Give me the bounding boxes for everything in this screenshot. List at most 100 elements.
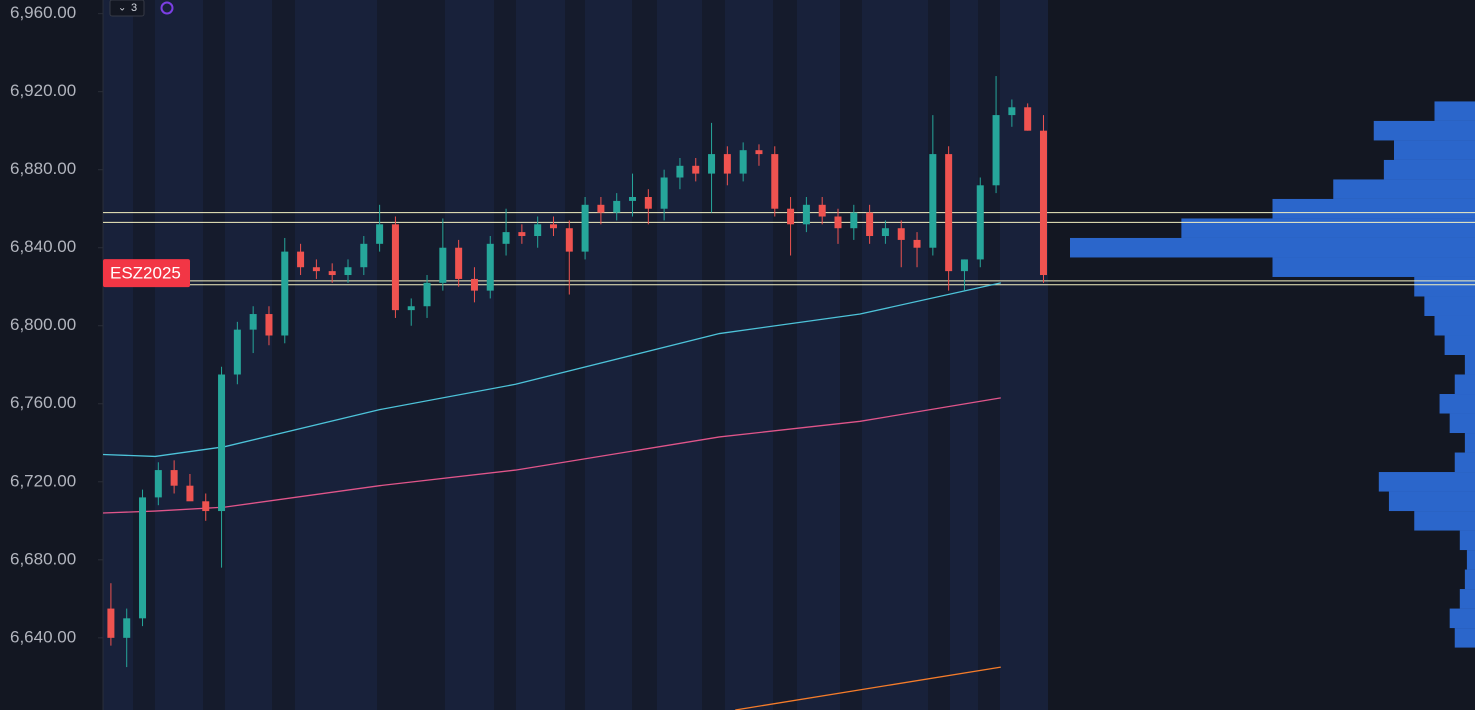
- candle-body: [897, 228, 905, 240]
- session-band: [725, 0, 773, 710]
- session-band: [950, 0, 978, 710]
- y-tick-label: 6,920.00: [10, 81, 76, 100]
- profile-bar: [1444, 335, 1475, 355]
- profile-bar: [1439, 394, 1475, 414]
- session-band: [295, 0, 377, 710]
- profile-bar: [1373, 120, 1475, 141]
- symbol-label-bg: [103, 259, 190, 288]
- candle-body: [249, 314, 257, 330]
- profile-bar: [1434, 315, 1475, 336]
- session-band: [225, 0, 272, 710]
- candle-body: [581, 204, 589, 252]
- moving-average: [102, 397, 1001, 514]
- candle-body: [376, 224, 384, 244]
- y-tick-label: 6,960.00: [10, 3, 76, 22]
- candle-body: [360, 243, 368, 268]
- candle-body: [297, 251, 305, 268]
- candle-body: [850, 212, 858, 229]
- candle-body: [218, 374, 226, 512]
- candle-body: [423, 282, 431, 307]
- candle-body: [407, 306, 415, 311]
- session-band: [103, 0, 133, 710]
- candle-body: [960, 259, 968, 272]
- profile-bar: [1414, 276, 1475, 297]
- session-band: [657, 0, 702, 710]
- candle-body: [739, 150, 747, 174]
- y-tick-label: 6,840.00: [10, 237, 76, 256]
- sync-icon[interactable]: [160, 1, 174, 15]
- candle-body: [139, 497, 147, 619]
- profile-bar: [1466, 550, 1475, 570]
- profile-bar: [1383, 159, 1475, 180]
- y-tick-label: 6,680.00: [10, 549, 76, 568]
- candle-body: [976, 185, 984, 260]
- session-bands: [103, 0, 1048, 710]
- profile-bar: [1459, 530, 1475, 551]
- candle-body: [123, 618, 131, 638]
- candle-body: [1039, 130, 1047, 276]
- candle-body: [834, 216, 842, 229]
- profile-bar: [1070, 237, 1475, 258]
- candle-body: [613, 200, 621, 213]
- badge-count: 3: [131, 2, 137, 14]
- candle-body: [945, 154, 953, 272]
- profile-bar: [1414, 511, 1475, 531]
- profile-bar: [1434, 101, 1475, 121]
- profile-bar: [1424, 296, 1475, 316]
- candle-body: [929, 154, 937, 248]
- profile-bar: [1378, 472, 1475, 492]
- candle-body: [629, 197, 637, 201]
- session-band: [516, 0, 565, 710]
- profile-bar: [1272, 257, 1475, 277]
- candle-body: [344, 267, 352, 276]
- profile-bar: [1464, 569, 1475, 590]
- symbol-label: ESZ2025: [110, 264, 181, 283]
- session-band: [1000, 0, 1048, 710]
- candle-body: [107, 608, 115, 638]
- candle-body: [233, 329, 241, 375]
- profile-bar: [1454, 628, 1475, 648]
- badge-chevron: ⌄: [118, 3, 126, 14]
- candle-body: [723, 154, 731, 174]
- candle-body: [439, 247, 447, 283]
- session-band: [155, 0, 203, 710]
- candle-body: [486, 243, 494, 291]
- profile-bar: [1454, 374, 1475, 395]
- candle-body: [913, 239, 921, 248]
- candle-body: [549, 224, 557, 229]
- profile-bar: [1454, 452, 1475, 473]
- candle-body: [1008, 107, 1016, 116]
- candle-body: [660, 177, 668, 209]
- profile-bar: [1272, 198, 1475, 219]
- y-tick-label: 6,720.00: [10, 471, 76, 490]
- candle-body: [802, 204, 810, 225]
- candle-body: [312, 267, 320, 272]
- candle-body: [787, 208, 795, 225]
- session-band: [585, 0, 632, 710]
- y-tick-label: 6,760.00: [10, 393, 76, 412]
- profile-bar: [1181, 218, 1475, 238]
- candle-body: [692, 165, 700, 174]
- candle-body: [518, 232, 526, 237]
- candle-body: [265, 314, 273, 336]
- indicator-badge[interactable]: [109, 0, 145, 17]
- candle-body: [170, 470, 178, 486]
- candle-body: [565, 228, 573, 252]
- profile-bar: [1464, 433, 1475, 453]
- profile-bar: [1388, 491, 1475, 512]
- profile-bar: [1449, 413, 1475, 434]
- y-tick-label: 6,640.00: [10, 627, 76, 646]
- moving-average: [735, 666, 1001, 710]
- candle-body: [755, 150, 763, 155]
- candle-body: [818, 204, 826, 217]
- candle-body: [771, 154, 779, 209]
- candle-body: [644, 197, 652, 209]
- candle-body: [470, 278, 478, 291]
- candle-body: [202, 501, 210, 512]
- candle-body: [881, 228, 889, 237]
- candle-body: [502, 232, 510, 244]
- profile-bar: [1449, 608, 1475, 629]
- candle-body: [676, 165, 684, 178]
- candle-body: [154, 470, 162, 498]
